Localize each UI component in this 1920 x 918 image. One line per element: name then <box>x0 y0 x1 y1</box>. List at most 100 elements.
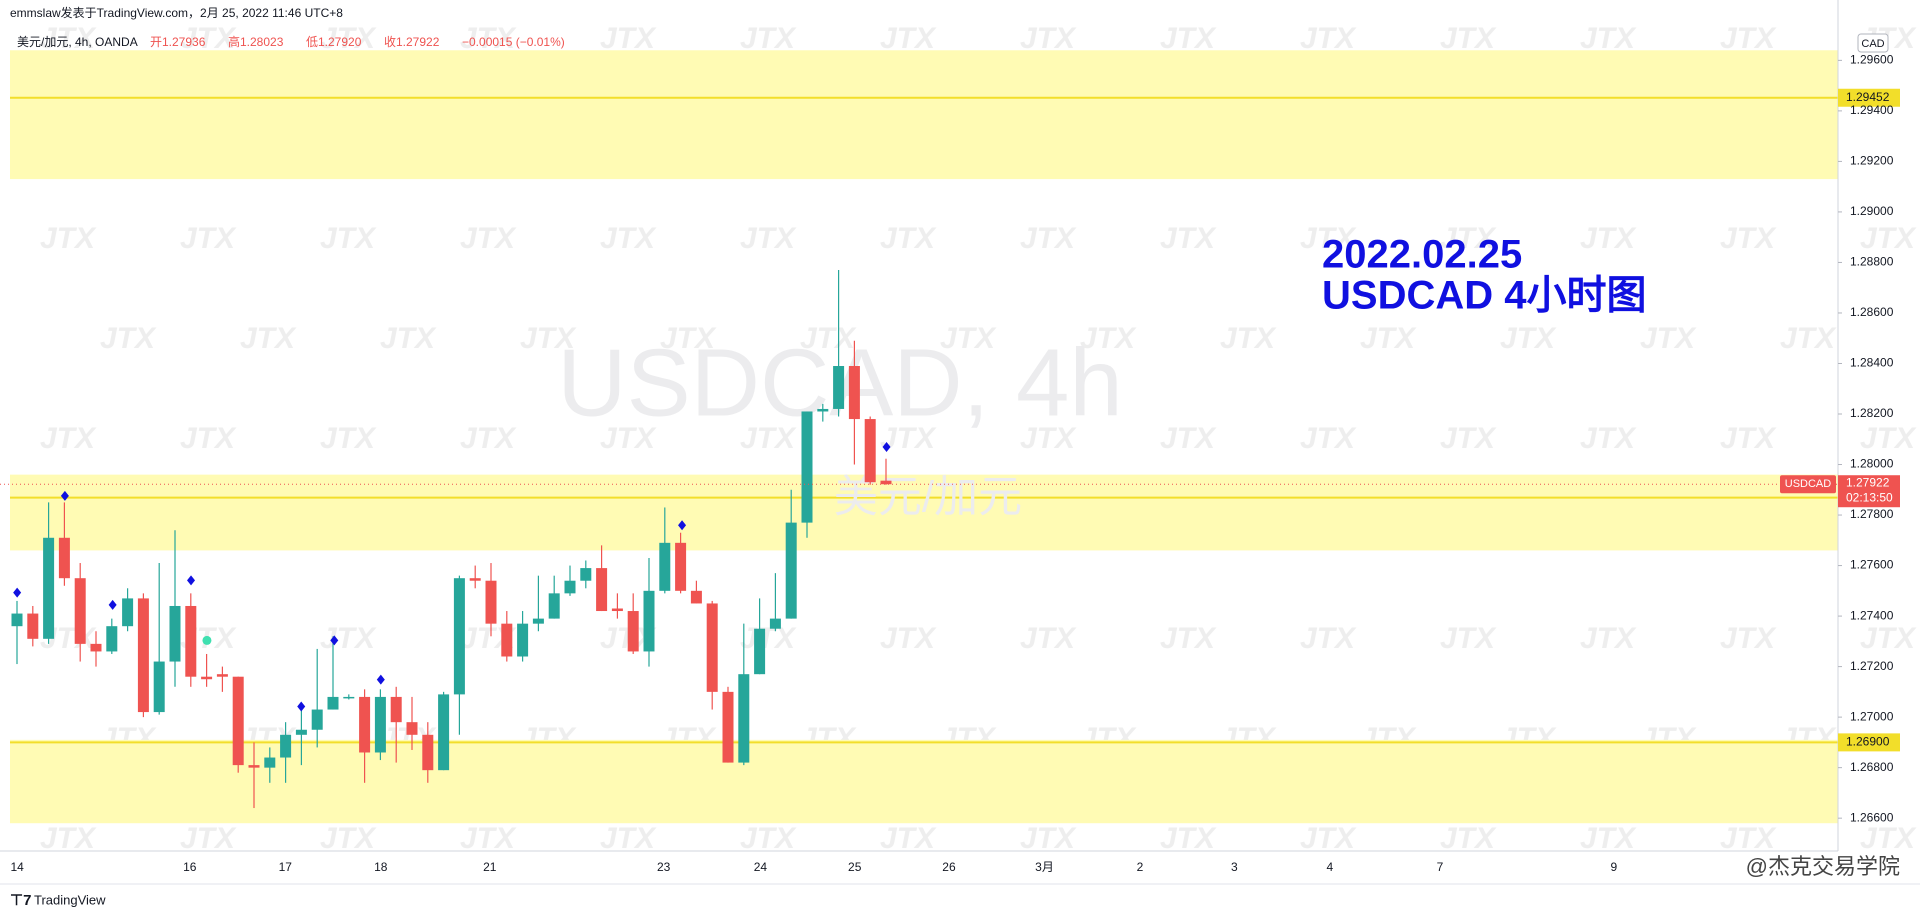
candle-body <box>137 598 149 713</box>
x-tick-label: 25 <box>848 860 862 874</box>
candle-body <box>501 623 513 657</box>
signal-dot <box>202 635 212 645</box>
brand-watermark: JTX <box>1580 822 1637 855</box>
brand-watermark: JTX <box>740 622 797 655</box>
footer-brand: TradingView <box>34 892 106 907</box>
candle-body <box>864 419 876 483</box>
x-tick-label: 9 <box>1611 860 1618 874</box>
candle-body <box>248 765 260 768</box>
brand-watermark: JTX <box>1440 622 1497 655</box>
brand-watermark: JTX <box>600 22 657 55</box>
candle-body <box>627 611 639 652</box>
brand-watermark: JTX <box>1640 322 1697 355</box>
last-price-label: 1.27922 <box>1846 475 1890 489</box>
brand-watermark: JTX <box>1300 22 1357 55</box>
brand-watermark: JTX <box>1160 22 1217 55</box>
x-tick-label: 14 <box>10 860 24 874</box>
brand-watermark: JTX <box>1720 622 1777 655</box>
zone-price-label: 1.29452 <box>1846 90 1890 104</box>
brand-watermark: JTX <box>1580 22 1637 55</box>
annotation-subtitle: USDCAD 4小时图 <box>1322 274 1646 318</box>
candle-body <box>675 542 687 591</box>
brand-watermark: JTX <box>1360 322 1417 355</box>
signal-marker <box>60 490 69 501</box>
symbol-watermark-sub: 美元/加元 <box>834 473 1022 522</box>
x-tick-label: 24 <box>754 860 768 874</box>
brand-watermark: JTX <box>1580 222 1637 255</box>
signal-marker <box>108 599 117 610</box>
candle-body <box>548 593 560 619</box>
ohlc-legend: 开1.27936 高1.28023 低1.27920 收1.27922 −0.00015… <box>150 34 565 49</box>
brand-watermark: JTX <box>880 622 937 655</box>
candle-body <box>754 628 766 675</box>
candle-body <box>74 578 86 644</box>
candle-body <box>469 578 481 581</box>
brand-watermark: JTX <box>460 422 517 455</box>
signal-marker <box>187 575 196 586</box>
y-tick-label: 1.28800 <box>1850 255 1894 269</box>
x-tick-label: 26 <box>942 860 956 874</box>
brand-watermark: JTX <box>600 222 657 255</box>
y-tick-label: 1.29000 <box>1850 204 1894 218</box>
candle-body <box>43 537 55 639</box>
signal-marker <box>13 587 22 598</box>
y-tick-label: 1.29200 <box>1850 154 1894 168</box>
x-tick-label: 7 <box>1437 860 1444 874</box>
candle-body <box>532 618 544 624</box>
ohlc-value: 低1.27920 <box>306 35 362 49</box>
y-tick-label: 1.29400 <box>1850 103 1894 117</box>
ohlc-value: 开1.27936 <box>150 35 206 49</box>
zone-price-box <box>1838 733 1900 752</box>
footer-credit: @杰克交易学院 <box>1746 854 1900 879</box>
candle-body <box>169 605 181 662</box>
candle-body <box>769 618 781 629</box>
candle-body <box>122 598 134 627</box>
candle-body <box>27 613 39 639</box>
candle-body <box>232 676 244 766</box>
candle-body <box>517 623 529 657</box>
brand-watermark: JTX <box>880 22 937 55</box>
brand-watermark: JTX <box>1860 222 1917 255</box>
candle-body <box>722 691 734 763</box>
brand-watermark: JTX <box>240 322 297 355</box>
brand-watermark: JTX <box>600 422 657 455</box>
y-tick-label: 1.27000 <box>1850 709 1894 723</box>
zone <box>10 474 1838 551</box>
brand-watermark: JTX <box>740 422 797 455</box>
brand-watermark: JTX <box>320 822 377 855</box>
signal-marker <box>376 674 385 685</box>
candle-body <box>690 590 702 604</box>
x-tick-label: 23 <box>657 860 671 874</box>
brand-watermark: JTX <box>320 222 377 255</box>
currency-box[interactable] <box>1857 33 1889 53</box>
y-tick-label: 1.26800 <box>1850 760 1894 774</box>
brand-watermark: JTX <box>1160 822 1217 855</box>
signal-marker <box>330 635 339 646</box>
candle-body <box>11 613 23 627</box>
candle-body <box>185 605 197 677</box>
brand-watermark: JTX <box>1160 422 1217 455</box>
countdown-label: 02:13:50 <box>1846 490 1893 504</box>
watermark-layer: JTX JTX JTX JTX JTX JTX JTX JTX JTX JTX JTX JTX JTX J… <box>40 22 1917 855</box>
candle-body <box>833 366 845 409</box>
signal-marker <box>678 520 687 531</box>
y-tick-label: 1.27200 <box>1850 659 1894 673</box>
brand-watermark: JTX <box>1580 622 1637 655</box>
y-tick-label: 1.29600 <box>1850 53 1894 67</box>
brand-watermark: JTX <box>1860 822 1917 855</box>
candle-body <box>453 578 465 695</box>
brand-watermark: JTX <box>1020 222 1077 255</box>
plot <box>0 270 1838 809</box>
brand-watermark: JTX <box>940 322 997 355</box>
candle-body <box>817 408 829 412</box>
brand-watermark: JTX <box>880 822 937 855</box>
zone <box>10 50 1838 180</box>
candle-body <box>611 608 623 612</box>
candle-body <box>706 603 718 692</box>
candle-body <box>643 590 655 652</box>
candle-body <box>311 709 323 730</box>
y-tick-label: 1.27600 <box>1850 558 1894 572</box>
brand-watermark: JTX <box>1020 822 1077 855</box>
brand-watermark: JTX <box>740 22 797 55</box>
